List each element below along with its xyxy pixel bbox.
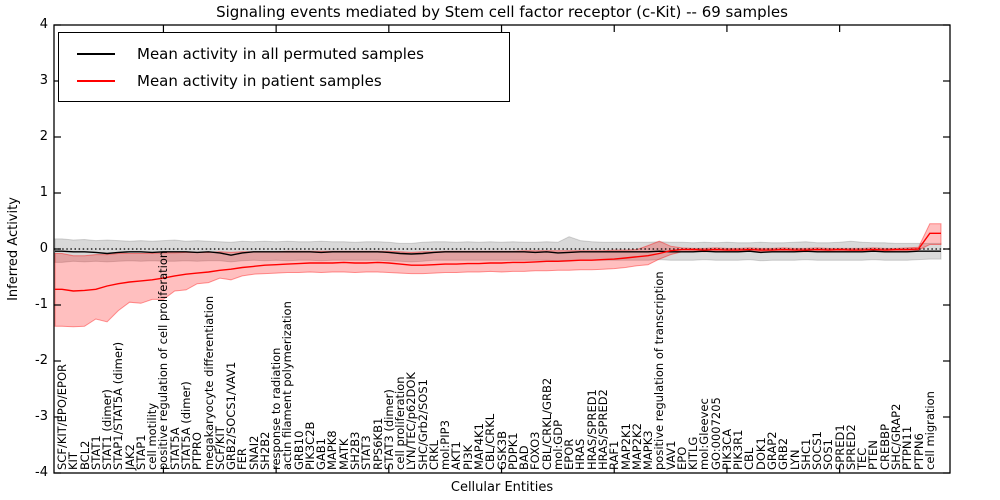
legend-label: Mean activity in patient samples [137,71,382,90]
x-tick-label: cell migration [922,391,937,470]
x-axis-label: Cellular Entities [450,480,554,495]
legend-label: Mean activity in all permuted samples [137,44,424,63]
legend: Mean activity in all permuted samples Me… [58,32,510,102]
y-tick-label: 4 [39,17,48,32]
y-tick-label: 2 [39,129,48,144]
y-tick-label: -1 [35,297,48,312]
y-tick-label: 3 [39,73,48,88]
y-tick-label: 0 [39,241,48,256]
legend-line-sample-black [77,52,115,55]
y-tick-label: -4 [35,465,48,480]
legend-line-sample-red [77,79,115,82]
legend-entry-permuted: Mean activity in all permuted samples [69,40,499,67]
legend-entry-patient: Mean activity in patient samples [69,67,499,94]
y-tick-label: -2 [35,353,48,368]
y-tick-label: -3 [35,409,48,424]
chart-title: Signaling events mediated by Stem cell f… [216,3,788,21]
y-tick-label: 1 [39,185,48,200]
